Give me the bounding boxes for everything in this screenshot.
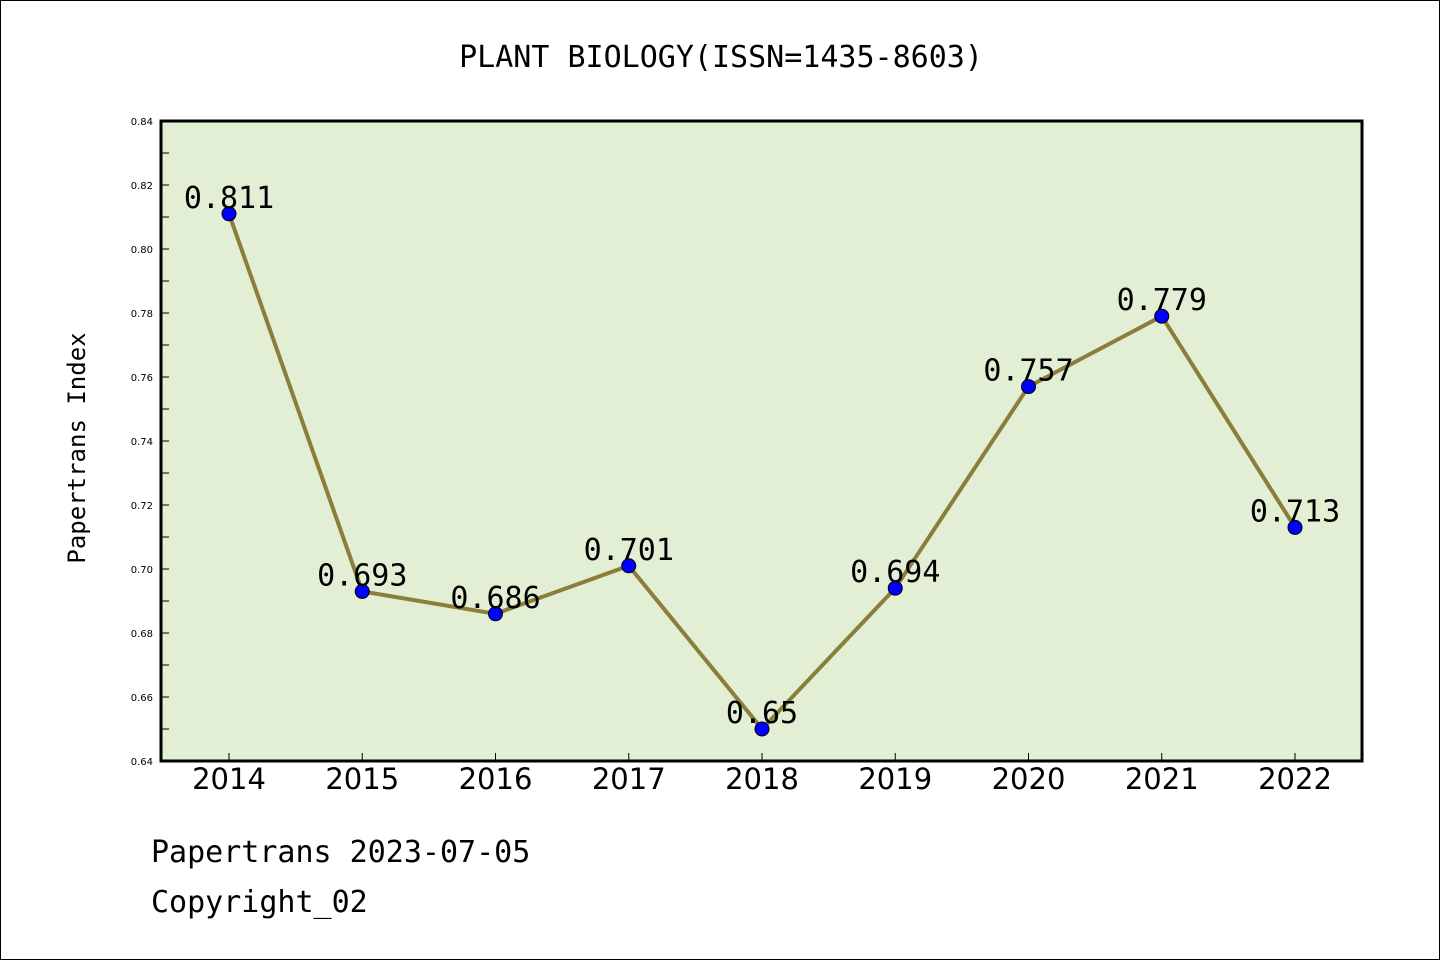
y-tick-label: 0.82 [131, 181, 153, 192]
data-label: 0.757 [983, 354, 1073, 389]
y-tick-label: 0.74 [131, 437, 153, 448]
y-tick-label: 0.84 [131, 117, 153, 128]
x-axis: 2014 2015 2016 2017 2018 2019 2020 2021 2022 [192, 753, 1332, 796]
data-label: 0.701 [584, 533, 674, 568]
footer-date-text: Papertrans 2023-07-05 [151, 835, 531, 870]
footer-copyright-text: Copyright_02 [151, 885, 368, 920]
x-tick-label: 2021 [1125, 762, 1199, 796]
data-point [1021, 379, 1036, 395]
data-labels: 0.811 0.693 0.686 0.701 0.65 0.694 0.757 0.779 0… [184, 181, 1340, 731]
x-tick-label: 2014 [192, 762, 266, 796]
data-label: 0.686 [450, 581, 540, 616]
x-tick-label: 2019 [858, 762, 932, 796]
x-tick-label: 2018 [725, 762, 799, 796]
data-markers [221, 206, 1303, 737]
data-point [1154, 308, 1170, 324]
y-axis-label: Papertrans Index [63, 332, 91, 563]
y-tick-label: 0.78 [131, 309, 153, 320]
data-label: 0.65 [726, 696, 798, 731]
data-label: 0.694 [850, 555, 940, 590]
x-tick-label: 2022 [1258, 762, 1332, 796]
y-tick-label: 0.68 [131, 629, 153, 640]
data-point [354, 583, 370, 599]
data-point [488, 606, 503, 622]
y-tick-label: 0.66 [131, 693, 153, 704]
x-tick-label: 2020 [992, 762, 1066, 796]
data-label: 0.779 [1117, 283, 1207, 318]
y-tick-label: 0.80 [131, 245, 153, 256]
x-tick-label: 2015 [325, 762, 399, 796]
data-label: 0.693 [317, 558, 407, 593]
y-axis: 0.64 0.66 0.68 0.70 0.72 0.74 0.76 0.78 0.80 0.82… [131, 117, 169, 768]
data-point [221, 206, 237, 222]
y-tick-label: 0.72 [131, 501, 153, 512]
data-label: 0.713 [1250, 494, 1340, 529]
y-tick-label: 0.76 [131, 373, 153, 384]
data-label: 0.811 [184, 181, 274, 216]
y-tick-label: 0.64 [131, 757, 153, 768]
x-tick-label: 2017 [592, 762, 666, 796]
plot-area [159, 119, 1364, 763]
data-point [754, 721, 770, 737]
chart-title: PLANT BIOLOGY(ISSN=1435-8603) [459, 40, 983, 75]
data-point [1287, 519, 1303, 535]
data-point [887, 580, 903, 596]
data-point [621, 558, 637, 574]
y-tick-label: 0.70 [131, 565, 153, 576]
x-tick-label: 2016 [459, 762, 533, 796]
